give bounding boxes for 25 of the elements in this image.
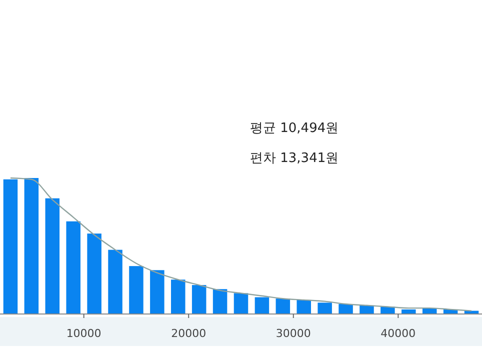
bar	[108, 250, 122, 314]
bar	[296, 300, 311, 314]
bar	[129, 266, 144, 314]
bar	[66, 221, 80, 314]
bar	[254, 297, 270, 314]
bar	[318, 302, 332, 314]
bar	[276, 298, 290, 314]
bar	[234, 293, 248, 314]
text: 편차 13,341원	[250, 151, 339, 166]
bar	[338, 304, 353, 314]
x-tick-label: 30000	[276, 327, 311, 340]
bar	[402, 309, 416, 314]
bar	[192, 285, 206, 314]
text: 평균 10,494원	[250, 121, 339, 136]
x-tick-label: 10000	[66, 327, 102, 340]
bar	[45, 198, 60, 314]
x-tick-label: 40000	[380, 327, 416, 340]
bar	[24, 178, 39, 314]
bar	[360, 305, 374, 314]
bar	[87, 234, 102, 314]
bar	[150, 270, 164, 314]
x-tick-label: 20000	[171, 327, 206, 340]
bar	[212, 289, 228, 314]
bar	[171, 280, 186, 314]
bar	[3, 179, 18, 314]
